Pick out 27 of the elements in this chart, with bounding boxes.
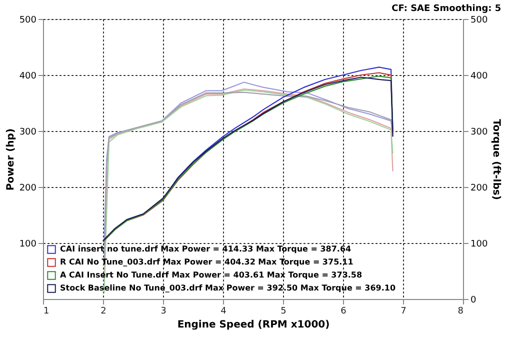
y-tick-label: 300: [19, 128, 37, 138]
x-tick-label: 3: [160, 306, 166, 316]
x-tick-label: 8: [458, 306, 464, 316]
legend-label: CAI insert no tune.drf Max Power = 414.33 Max Torque = 387.64: [60, 244, 352, 254]
x-axis-title: Engine Speed (RPM x1000): [177, 320, 330, 330]
y2-tick-label: 500: [470, 16, 488, 26]
legend-label: A CAI Insert No Tune.drf Max Power = 403.61 Max Torque = 373.58: [60, 270, 362, 280]
y2-tick-label: 0: [470, 296, 476, 306]
y-axis-title: Power (hp): [5, 128, 16, 191]
x-tick-label: 4: [220, 306, 227, 316]
y-tick-label: 500: [19, 16, 37, 26]
text: CF: SAE Smoothing: 5: [392, 4, 502, 14]
y2-tick-label: 200: [470, 184, 488, 194]
x-tick-label: 7: [400, 306, 406, 316]
y2-axis-title: Torque (ft-lbs): [490, 119, 502, 200]
y2-tick-label: 100: [470, 240, 488, 250]
y2-tick-label: 400: [470, 72, 488, 82]
legend-label: R CAI No Tune_003.drf Max Power = 404.32 Max Torque = 375.11: [60, 258, 354, 266]
y-tick-label: 400: [19, 72, 37, 82]
x-tick-label: 5: [280, 306, 286, 316]
y-tick-label: 100: [19, 240, 37, 250]
x-tick-label: 2: [100, 306, 106, 316]
x-tick-label: 1: [44, 306, 50, 316]
y-tick-label: 200: [19, 184, 37, 194]
y2-tick-label: 300: [470, 128, 488, 138]
legend-label: Stock Baseline No Tune_003.drf Max Power = 392.50 Max Torque = 369.10: [60, 284, 396, 292]
x-tick-label: 6: [340, 306, 347, 316]
